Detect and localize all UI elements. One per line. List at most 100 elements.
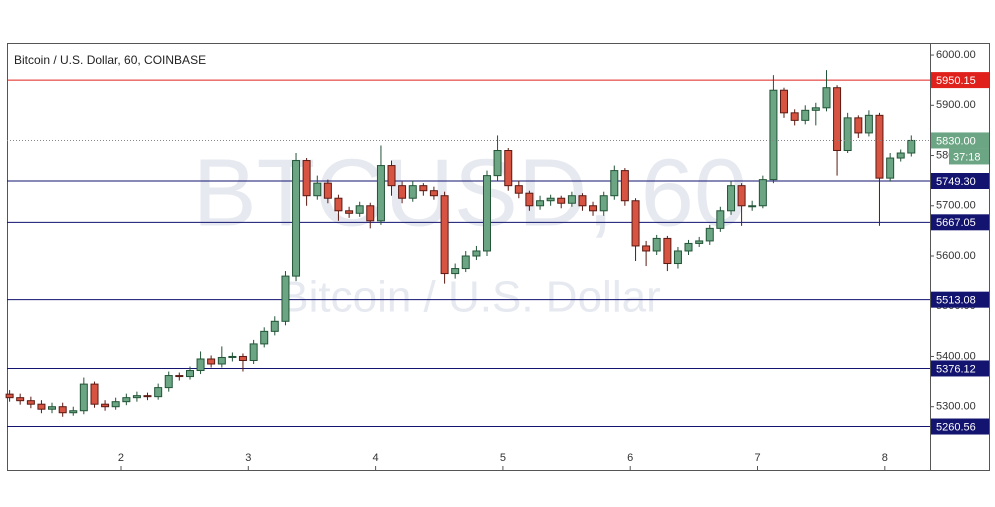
candle-body — [663, 237, 672, 265]
candle-body — [525, 192, 534, 207]
candle-body — [822, 87, 831, 109]
candle-body — [536, 200, 545, 207]
candle-body — [482, 175, 491, 252]
candle-body — [790, 112, 799, 121]
candle-body — [48, 406, 57, 410]
candle-body — [864, 114, 873, 134]
candle-body — [652, 237, 661, 252]
candle-body — [589, 205, 598, 212]
x-tick-label: 2 — [118, 452, 124, 464]
candle-body — [228, 355, 237, 358]
candle-body — [79, 383, 88, 412]
candle-body — [907, 139, 916, 154]
plot: 2 3 4 5 6 7 8 — [5, 70, 930, 470]
level-label: 5667.05 — [936, 217, 976, 229]
x-tick-label: 4 — [373, 452, 379, 464]
candle-body — [185, 370, 194, 378]
x-tick-label: 6 — [627, 452, 633, 464]
candle-body — [642, 245, 651, 252]
candle-body — [154, 387, 163, 398]
candle-body — [302, 160, 311, 197]
candle-body — [111, 401, 120, 408]
candle-body — [260, 330, 269, 345]
y-tick-label: 5900.00 — [936, 99, 976, 111]
candle-body — [376, 165, 385, 222]
candle-body — [620, 170, 629, 202]
candle-body — [26, 400, 35, 405]
candle-body — [769, 89, 778, 181]
candle-body — [323, 182, 332, 199]
x-tick-label: 5 — [500, 452, 506, 464]
last-price-label: 5830.00 — [936, 135, 976, 147]
candle-body — [631, 200, 640, 247]
candle-body — [419, 185, 428, 192]
candle-body — [5, 393, 14, 399]
candle-body — [143, 395, 152, 398]
candle-body — [843, 117, 852, 152]
candle-body — [196, 358, 205, 372]
candle-body — [716, 210, 725, 229]
y-tick-label: 6000.00 — [936, 49, 976, 61]
level-label: 5513.08 — [936, 295, 976, 307]
candle-body — [875, 114, 884, 179]
candle-body — [408, 185, 417, 199]
candle-body — [779, 89, 788, 114]
candle-body — [69, 410, 78, 414]
level-label: 5376.12 — [936, 363, 976, 375]
candle-body — [37, 403, 46, 410]
level-badge — [931, 291, 989, 308]
candle-body — [217, 356, 226, 365]
candle-body — [758, 179, 767, 207]
candle-body — [122, 397, 131, 403]
level-label: 5950.15 — [936, 75, 976, 87]
level-label: 5749.30 — [936, 176, 976, 188]
y-tick-label: 5600.00 — [936, 250, 976, 262]
level-badge — [931, 72, 989, 89]
candle-body — [811, 107, 820, 111]
y-tick-label: 5300.00 — [936, 401, 976, 413]
candle-body — [886, 157, 895, 179]
chart-title: Bitcoin / U.S. Dollar, 60, COINBASE — [14, 53, 206, 67]
candle-body — [854, 117, 863, 134]
y-tick-label: 5700.00 — [936, 200, 976, 212]
candle-body — [896, 152, 905, 159]
x-tick-label: 8 — [882, 452, 888, 464]
candle-body — [207, 358, 216, 365]
candle-body — [175, 375, 184, 378]
candle-body — [398, 185, 407, 199]
candle-body — [164, 375, 173, 389]
candle-body — [504, 150, 513, 187]
candle-body — [451, 268, 460, 275]
level-badge — [931, 214, 989, 231]
level-badge — [931, 172, 989, 189]
candle-body — [429, 190, 438, 197]
x-tick-label: 3 — [245, 452, 251, 464]
watermark-subtitle: Bitcoin / U.S. Dollar — [279, 273, 660, 322]
candle-body — [673, 250, 682, 265]
candle-body — [599, 195, 608, 212]
watermark: BTCUSD, 60 — [193, 139, 748, 246]
candle-body — [567, 195, 576, 204]
candle-body — [334, 197, 343, 212]
countdown-label: 37:18 — [953, 151, 981, 163]
candle-body — [557, 197, 566, 204]
candle-body — [461, 255, 470, 270]
candle-body — [695, 240, 704, 244]
price-axis: 6000.005900.005800.005700.005600.005500.… — [930, 49, 989, 435]
candle-body — [270, 320, 279, 332]
candle-body — [58, 406, 67, 414]
candle-body — [727, 185, 736, 212]
candle-body — [546, 197, 555, 202]
candle-body — [132, 395, 141, 399]
level-badge — [931, 360, 989, 377]
candle-body — [737, 185, 746, 207]
candle-body — [238, 355, 247, 361]
candle-body — [387, 165, 396, 187]
candle-body — [292, 160, 301, 277]
candle-body — [801, 109, 810, 121]
candle-body — [249, 343, 258, 361]
candle-body — [366, 205, 375, 222]
candle-body — [101, 403, 110, 408]
